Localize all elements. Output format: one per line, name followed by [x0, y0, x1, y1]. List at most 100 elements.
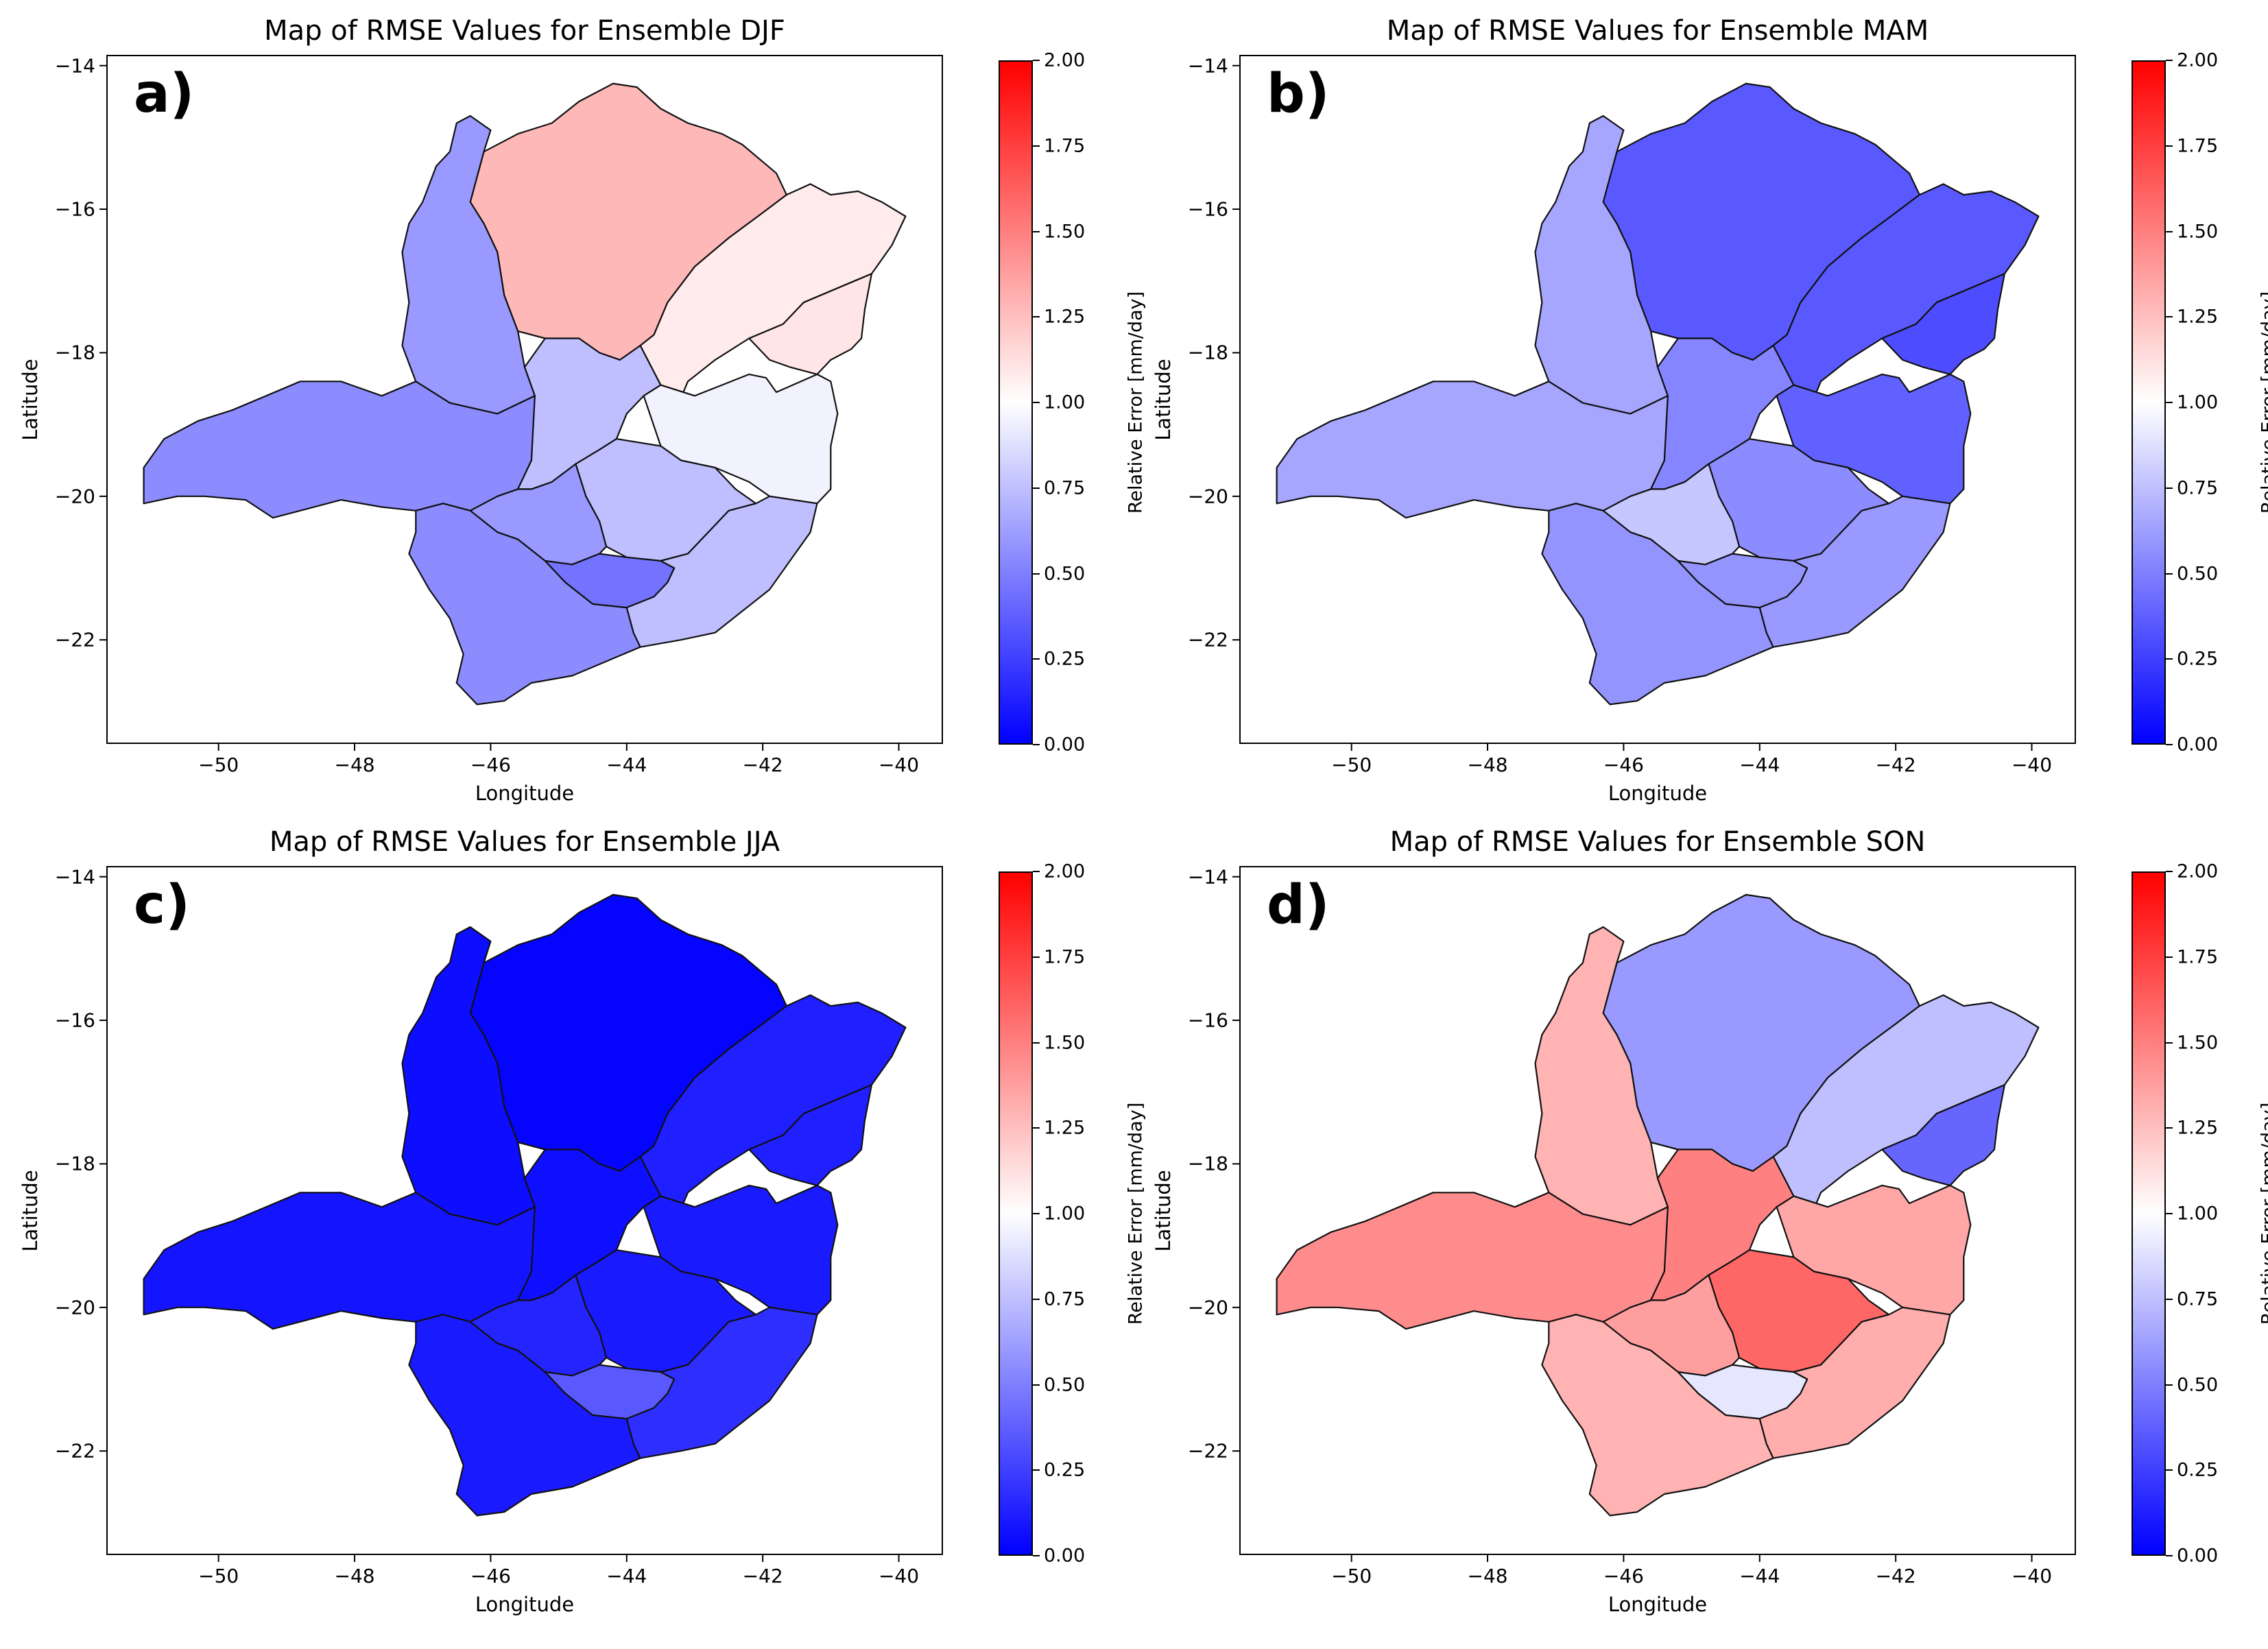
colorbar-tick-label: 2.00 — [2177, 49, 2219, 71]
x-tick-label: −50 — [1331, 1565, 1372, 1587]
colorbar-tick-label: 2.00 — [1044, 49, 1086, 71]
colorbar-tick-mark — [1033, 658, 1040, 660]
colorbar-tick-label: 0.75 — [1044, 477, 1086, 499]
colorbar-tick-label: 1.75 — [2177, 135, 2219, 157]
y-tick-label: −22 — [54, 628, 95, 651]
region-northwest — [1534, 115, 1669, 415]
x-axis-label: Longitude — [1608, 782, 1708, 805]
colorbar-tick-mark — [1033, 487, 1040, 489]
colorbar-tick-label: 1.75 — [1044, 946, 1086, 968]
colorbar-tick-label: 1.25 — [1044, 306, 1086, 328]
y-tick-label: −16 — [1187, 197, 1228, 221]
panel-title: Map of RMSE Values for Ensemble SON — [1389, 826, 1926, 858]
region-northwest — [401, 115, 536, 415]
colorbar-tick-label: 0.50 — [2177, 1374, 2219, 1395]
region-zona-da-mata — [625, 1306, 818, 1459]
y-axis-label: Latitude — [19, 1169, 42, 1252]
colorbar-tick-mark — [1033, 316, 1040, 318]
colorbar-tick-label: 1.25 — [2177, 306, 2219, 328]
region-jequitinhonha — [639, 994, 907, 1226]
x-tick-label: −46 — [1603, 1565, 1644, 1587]
colorbar-tick-mark — [1033, 60, 1040, 61]
colorbar-tick-label: 0.00 — [1044, 734, 1086, 756]
colorbar-tick-mark — [2166, 145, 2173, 147]
colorbar-tick-mark — [1033, 1042, 1040, 1044]
colorbar-tick-mark — [2166, 871, 2173, 872]
map-panel-djf: Map of RMSE Values for Ensemble DJF a) −50… — [0, 0, 1147, 811]
map-panel-jja: Map of RMSE Values for Ensemble JJA c) −50… — [0, 811, 1147, 1622]
region-map — [1232, 876, 2040, 1562]
region-jequitinhonha — [1772, 994, 2040, 1226]
colorbar — [2132, 60, 2166, 745]
y-tick-label: −18 — [54, 341, 95, 364]
colorbar-tick-label: 2.00 — [2177, 860, 2219, 882]
region-map — [99, 876, 907, 1562]
colorbar-tick-mark — [1033, 230, 1040, 232]
y-tick-label: −20 — [1187, 485, 1228, 508]
colorbar-tick-label: 1.75 — [1044, 135, 1086, 157]
colorbar-tick-mark — [1033, 1298, 1040, 1300]
colorbar-tick-mark — [2166, 1298, 2173, 1300]
colorbar-tick-mark — [2166, 1555, 2173, 1556]
region-south — [1541, 1314, 1774, 1517]
colorbar-tick-label: 1.75 — [2177, 946, 2219, 968]
y-tick-label: −20 — [54, 1296, 95, 1319]
x-axis-label: Longitude — [1608, 1593, 1708, 1616]
y-tick-label: −16 — [54, 197, 95, 221]
region-map — [1232, 64, 2040, 751]
colorbar-tick-label: 1.50 — [1044, 1032, 1086, 1053]
colorbar-tick-mark — [2166, 316, 2173, 318]
region-zona-da-mata — [1758, 1306, 1951, 1459]
colorbar-tick-label: 1.50 — [2177, 221, 2219, 242]
x-tick-label: −46 — [1603, 754, 1644, 776]
x-tick-label: −48 — [1467, 754, 1508, 776]
colorbar-tick-label: 0.00 — [1044, 1545, 1086, 1567]
colorbar-tick-label: 1.25 — [1044, 1117, 1086, 1139]
region-zona-da-mata — [625, 495, 818, 648]
y-tick-label: −14 — [1187, 865, 1228, 889]
region-northwest — [401, 926, 536, 1226]
colorbar-tick-mark — [2166, 230, 2173, 232]
x-tick-label: −44 — [606, 1565, 647, 1587]
y-tick-label: −18 — [54, 1152, 95, 1175]
colorbar-tick-mark — [2166, 1384, 2173, 1386]
colorbar-tick-mark — [2166, 60, 2173, 61]
colorbar-tick-mark — [2166, 744, 2173, 745]
colorbar-tick-mark — [2166, 487, 2173, 489]
colorbar-tick-mark — [1033, 573, 1040, 575]
y-axis-label: Latitude — [1151, 358, 1175, 441]
x-axis-label: Longitude — [475, 1593, 575, 1616]
colorbar-tick-label: 0.00 — [2177, 1545, 2219, 1567]
y-tick-label: −14 — [54, 54, 95, 77]
x-tick-label: −48 — [1467, 1565, 1508, 1587]
colorbar-tick-mark — [2166, 956, 2173, 958]
panel-title: Map of RMSE Values for Ensemble JJA — [269, 826, 780, 858]
colorbar-tick-mark — [1033, 1555, 1040, 1556]
x-tick-label: −50 — [1331, 754, 1372, 776]
x-axis-label: Longitude — [475, 782, 575, 805]
colorbar-tick-mark — [1033, 956, 1040, 958]
colorbar-tick-mark — [2166, 1213, 2173, 1214]
colorbar-tick-mark — [2166, 658, 2173, 660]
colorbar-tick-label: 1.00 — [1044, 392, 1086, 413]
panel-title: Map of RMSE Values for Ensemble MAM — [1386, 15, 1929, 47]
x-tick-label: −42 — [1875, 1565, 1916, 1587]
y-tick-label: −22 — [1187, 628, 1228, 651]
region-jequitinhonha — [639, 183, 907, 415]
y-axis-label: Latitude — [1151, 1169, 1175, 1252]
colorbar — [999, 60, 1033, 745]
panel-label: a) — [134, 63, 195, 125]
y-tick-label: −20 — [1187, 1296, 1228, 1319]
y-tick-label: −20 — [54, 485, 95, 508]
colorbar-label: Relative Error [mm/day] — [2258, 291, 2268, 514]
x-tick-label: −40 — [2011, 754, 2053, 776]
colorbar-tick-label: 1.25 — [2177, 1117, 2219, 1139]
x-tick-label: −44 — [1739, 754, 1780, 776]
colorbar-tick-mark — [2166, 402, 2173, 403]
y-tick-label: −22 — [54, 1439, 95, 1463]
colorbar-tick-mark — [1033, 1469, 1040, 1471]
colorbar-tick-label: 0.75 — [1044, 1288, 1086, 1310]
colorbar — [999, 871, 1033, 1556]
y-tick-label: −22 — [1187, 1439, 1228, 1463]
colorbar-tick-label: 2.00 — [1044, 860, 1086, 882]
